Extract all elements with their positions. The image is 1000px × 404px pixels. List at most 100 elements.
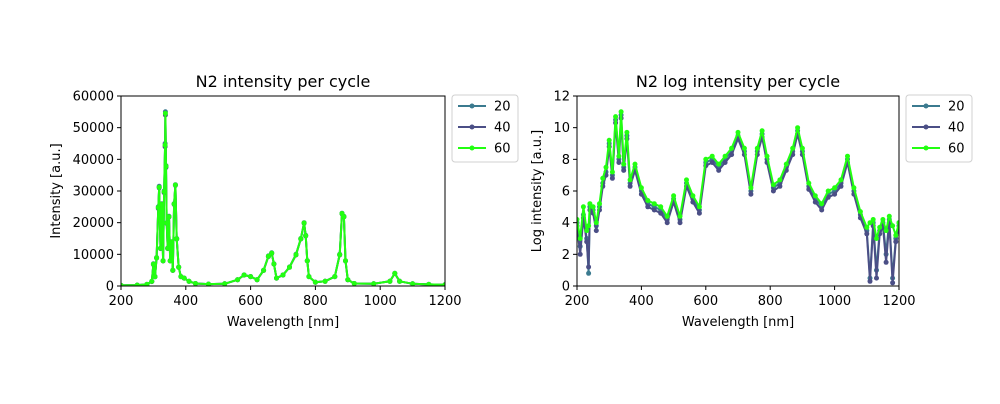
left-x-tick-label: 800 xyxy=(303,294,328,309)
right-data-point xyxy=(609,175,615,181)
right-data-point xyxy=(812,193,818,199)
right-x-tick-label: 800 xyxy=(758,294,783,309)
right-data-point xyxy=(590,204,596,210)
left-data-point xyxy=(280,272,286,278)
left-data-point xyxy=(293,252,299,258)
left-data-point xyxy=(287,264,292,270)
left-data-point xyxy=(154,255,160,261)
left-data-point xyxy=(241,272,247,278)
right-y-tick-label: 8 xyxy=(562,153,570,168)
right-data-point xyxy=(632,161,638,167)
left-y-tick-label: 10000 xyxy=(73,248,114,263)
right-data-point xyxy=(729,152,735,158)
right-data-point xyxy=(799,145,805,151)
left-data-point xyxy=(176,264,182,270)
right-data-point xyxy=(577,236,583,241)
right-data-point xyxy=(857,209,863,215)
right-data-point xyxy=(864,231,870,237)
left-legend-box xyxy=(451,94,519,163)
right-data-point xyxy=(890,223,896,229)
right-legend-label-20: 20 xyxy=(948,100,965,115)
left-data-point xyxy=(322,278,328,284)
left-data-point xyxy=(306,274,312,280)
left-x-tick-label: 1200 xyxy=(428,294,461,309)
right-axes-frame xyxy=(576,95,900,287)
left-data-point xyxy=(371,281,377,286)
right-data-point xyxy=(618,109,624,115)
right-data-point xyxy=(893,232,899,238)
right-data-point xyxy=(664,213,670,219)
right-data-point xyxy=(577,251,583,257)
right-x-tick-label: 200 xyxy=(565,294,590,309)
right-data-point xyxy=(838,177,844,183)
left-data-point xyxy=(166,214,172,220)
right-data-point xyxy=(748,185,754,191)
right-plot-area xyxy=(577,109,899,286)
left-chart-ylabel: Intensity [a.u.] xyxy=(49,143,64,238)
left-data-point xyxy=(156,184,162,190)
right-data-point xyxy=(770,188,776,194)
left-data-point xyxy=(274,275,279,281)
right-legend-label-40: 40 xyxy=(948,121,965,136)
right-data-point xyxy=(893,239,899,245)
right-data-point xyxy=(825,194,831,200)
right-data-point xyxy=(597,201,602,207)
left-chart-title: N2 intensity per cycle xyxy=(196,72,371,91)
right-data-point xyxy=(696,204,702,210)
left-legend-label-20: 20 xyxy=(494,100,511,115)
left-data-point xyxy=(134,282,140,286)
left-legend-marker-60 xyxy=(469,145,475,151)
left-data-point xyxy=(265,253,271,259)
left-data-point xyxy=(298,236,304,242)
left-x-tick-label: 200 xyxy=(109,294,134,309)
left-x-tick-label: 400 xyxy=(173,294,198,309)
left-data-point xyxy=(222,281,228,286)
right-data-point xyxy=(616,160,622,165)
right-chart-ylabel: Log intensity [a.u.] xyxy=(530,130,545,252)
right-data-point xyxy=(609,169,615,175)
right-chart-xlabel: Wavelength [nm] xyxy=(682,315,794,330)
left-data-point xyxy=(332,274,338,280)
left-data-point xyxy=(121,282,124,286)
right-data-point xyxy=(658,204,664,210)
left-data-point xyxy=(392,270,398,276)
right-x-tick-label: 1200 xyxy=(882,294,915,309)
left-data-point xyxy=(169,239,174,245)
right-data-point xyxy=(586,264,592,270)
left-data-point xyxy=(442,282,445,286)
right-y-tick-label: 0 xyxy=(562,280,570,295)
left-data-point xyxy=(312,279,318,285)
right-data-point xyxy=(874,275,879,281)
right-data-point xyxy=(886,213,892,219)
left-data-point xyxy=(397,278,403,284)
right-data-point xyxy=(684,177,689,183)
right-data-point xyxy=(851,185,857,191)
left-y-tick-label: 60000 xyxy=(73,90,114,105)
right-data-point xyxy=(606,137,612,143)
right-data-point xyxy=(645,198,651,203)
left-data-point xyxy=(351,281,357,286)
right-legend: 20 40 60 xyxy=(905,94,973,163)
right-data-point xyxy=(621,167,627,173)
right-data-point xyxy=(832,191,838,197)
right-data-point xyxy=(709,160,715,165)
left-data-point xyxy=(163,163,169,169)
right-data-point xyxy=(651,207,657,213)
left-x-tick-label: 600 xyxy=(238,294,263,309)
right-legend-marker-20 xyxy=(923,103,929,109)
right-data-point xyxy=(883,228,889,234)
left-x-tick-label: 1000 xyxy=(364,294,397,309)
right-data-point xyxy=(783,161,789,167)
right-data-point xyxy=(584,228,590,234)
left-data-point xyxy=(410,281,416,286)
right-x-tick-label: 1000 xyxy=(818,294,851,309)
right-data-point xyxy=(874,236,879,241)
right-data-point xyxy=(658,210,664,216)
right-data-point xyxy=(593,220,599,226)
left-data-point xyxy=(170,267,176,273)
left-data-point xyxy=(206,281,211,286)
right-data-point xyxy=(716,167,722,173)
right-data-point xyxy=(613,114,619,120)
